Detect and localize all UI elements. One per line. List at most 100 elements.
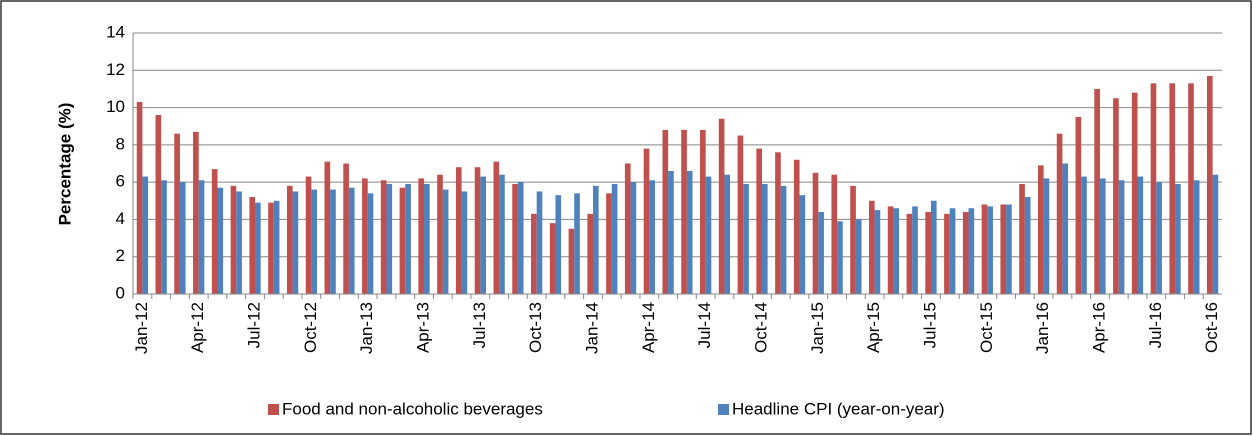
x-tick-label: Jan-13	[357, 302, 376, 354]
y-tick-label: 8	[116, 134, 125, 153]
bar	[536, 191, 543, 294]
bar	[161, 180, 167, 294]
bar	[1193, 180, 1200, 294]
bar	[1137, 176, 1144, 294]
bar	[761, 184, 768, 294]
x-tick-label: Jul-12	[245, 302, 264, 348]
bar	[1094, 88, 1100, 294]
bar	[1150, 83, 1157, 294]
y-axis-label: Percentage (%)	[55, 103, 74, 226]
bar	[818, 211, 824, 294]
x-tick-label: Apr-14	[639, 302, 658, 353]
bar	[193, 131, 199, 294]
bar	[1037, 165, 1044, 294]
bar	[255, 202, 261, 294]
bar	[700, 129, 706, 294]
bar	[987, 206, 993, 294]
bar	[268, 202, 274, 294]
bar	[348, 187, 355, 294]
bar	[799, 195, 806, 294]
bar	[869, 200, 875, 294]
bar	[499, 174, 505, 294]
y-tick-label: 14	[106, 22, 125, 41]
bar	[837, 221, 843, 294]
bar	[474, 167, 481, 294]
bar	[305, 176, 312, 294]
bar	[1019, 184, 1025, 294]
bar	[292, 191, 299, 294]
bar	[198, 180, 205, 294]
bar	[217, 187, 224, 294]
bar	[574, 193, 580, 294]
bar	[968, 208, 975, 294]
bar	[380, 180, 387, 294]
x-tick-label: Jan-14	[582, 302, 601, 354]
x-tick-label: Jul-13	[470, 302, 489, 348]
bar	[211, 169, 218, 294]
x-tick-label: Jul-14	[695, 302, 714, 348]
bar	[461, 191, 468, 294]
bar	[1188, 83, 1194, 294]
bar	[606, 193, 612, 294]
x-tick-label: Jan-15	[808, 302, 827, 354]
bar	[1006, 204, 1012, 294]
bar	[962, 211, 969, 294]
bar	[1156, 182, 1162, 294]
bar	[531, 213, 537, 294]
bar	[649, 180, 655, 294]
x-tick-label: Oct-16	[1202, 302, 1221, 353]
x-tick-label: Oct-13	[526, 302, 545, 353]
bar	[1118, 180, 1125, 294]
bar	[136, 101, 143, 294]
bar	[949, 208, 956, 294]
bar	[831, 174, 838, 294]
bar	[686, 170, 693, 294]
bar	[517, 182, 524, 294]
x-tick-label: Apr-15	[864, 302, 883, 353]
bar	[442, 189, 449, 294]
legend-label: Headline CPI (year-on-year)	[732, 399, 945, 418]
x-tick-label: Jul-15	[920, 302, 939, 348]
x-tick-label: Jan-12	[132, 302, 151, 354]
bar	[1000, 204, 1007, 294]
bar	[493, 161, 500, 294]
bar	[142, 176, 149, 294]
bar	[399, 187, 406, 294]
bar	[1212, 174, 1219, 294]
bar	[480, 176, 486, 294]
bar	[893, 208, 900, 294]
x-tick-label: Apr-13	[414, 302, 433, 353]
bar	[681, 129, 687, 294]
bar	[855, 219, 862, 294]
bar	[230, 185, 237, 294]
bar	[437, 174, 443, 294]
bar	[273, 200, 280, 294]
x-tick-label: Jul-16	[1146, 302, 1165, 348]
legend-swatch	[718, 404, 729, 415]
bar	[756, 148, 762, 294]
x-tick-label: Apr-12	[188, 302, 207, 353]
bar	[981, 204, 988, 294]
bar	[724, 174, 731, 294]
bar	[1075, 116, 1082, 295]
bar	[343, 163, 349, 294]
x-tick-label: Oct-14	[751, 302, 770, 353]
bar	[624, 163, 631, 294]
bar	[174, 133, 180, 294]
y-tick-label: 0	[116, 283, 125, 302]
bar	[549, 223, 556, 294]
bar	[362, 178, 368, 294]
bar	[1099, 178, 1106, 294]
bar	[424, 184, 430, 294]
y-tick-label: 4	[116, 209, 125, 228]
x-tick-label: Apr-16	[1089, 302, 1108, 353]
bar	[324, 161, 331, 294]
bar	[874, 210, 881, 294]
bar	[286, 185, 293, 294]
bar	[1062, 163, 1069, 294]
bar	[593, 185, 599, 294]
y-tick-label: 2	[116, 246, 125, 265]
bar	[418, 178, 425, 294]
bar	[587, 213, 594, 294]
bar	[812, 172, 819, 294]
